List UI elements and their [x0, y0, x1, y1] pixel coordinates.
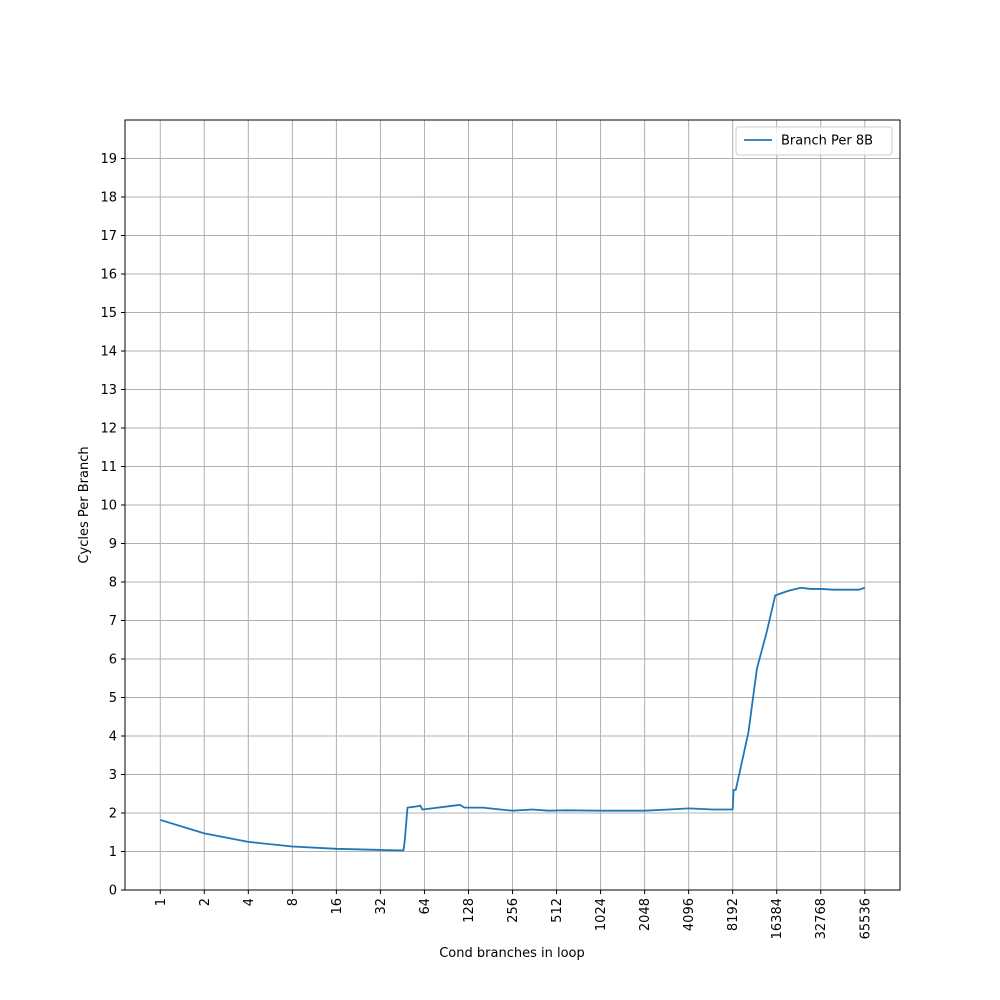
x-tick-label: 8	[286, 898, 301, 906]
x-tick-label: 4	[242, 898, 257, 906]
x-tick-label: 512	[550, 898, 565, 923]
x-tick-label: 64	[418, 898, 433, 915]
y-axis-label: Cycles Per Branch	[77, 446, 92, 563]
y-tick-label: 13	[100, 383, 117, 398]
y-tick-label: 14	[100, 345, 117, 360]
x-tick-label: 2	[198, 898, 213, 906]
x-axis-label: Cond branches in loop	[439, 946, 585, 961]
x-tick-label: 32768	[814, 898, 829, 939]
y-tick-label: 12	[100, 422, 117, 437]
y-tick-label: 4	[109, 730, 117, 745]
y-tick-label: 6	[109, 653, 117, 668]
y-tick-label: 15	[100, 306, 117, 321]
y-tick-label: 0	[109, 884, 117, 899]
legend-box	[735, 126, 893, 156]
x-tick-label: 32	[374, 898, 389, 915]
x-tick-label: 1	[154, 898, 169, 906]
y-tick-label: 5	[109, 691, 117, 706]
y-tick-label: 2	[109, 807, 117, 822]
y-tick-label: 9	[109, 537, 117, 552]
legend-label: Branch Per 8B	[781, 134, 873, 149]
x-tick-label: 16	[330, 898, 345, 915]
y-tick-label: 1	[109, 845, 117, 860]
y-tick-label: 7	[109, 614, 117, 629]
x-tick-label: 8192	[726, 898, 741, 931]
y-tick-label: 18	[100, 191, 117, 206]
y-tick-label: 19	[100, 152, 117, 167]
y-tick-label: 16	[100, 268, 117, 283]
x-tick-label: 1024	[594, 898, 609, 931]
y-tick-label: 3	[109, 768, 117, 783]
y-tick-label: 11	[100, 460, 117, 475]
y-tick-label: 8	[109, 576, 117, 591]
x-tick-label: 2048	[638, 898, 653, 931]
x-tick-label: 4096	[682, 898, 697, 931]
x-tick-label: 16384	[770, 898, 785, 939]
y-tick-label: 17	[100, 229, 117, 244]
x-tick-label: 256	[506, 898, 521, 923]
plot-frame	[124, 119, 901, 891]
x-tick-label: 128	[462, 898, 477, 923]
x-tick-label: 65536	[858, 898, 873, 939]
data-line	[159, 586, 866, 852]
y-tick-label: 10	[100, 499, 117, 514]
